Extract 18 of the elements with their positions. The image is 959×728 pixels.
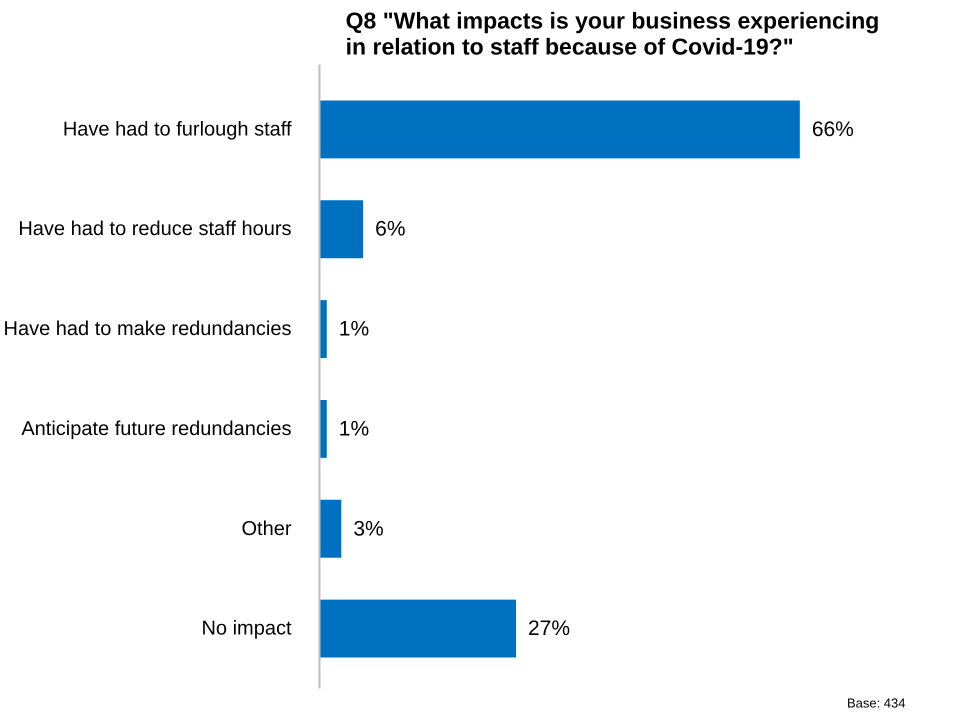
y-tick-label: Have had to reduce staff hours	[18, 218, 292, 240]
y-tick-label: No impact	[201, 618, 292, 640]
text: Base: 434	[846, 696, 906, 710]
bar	[320, 200, 364, 258]
data-label: 66%	[812, 118, 854, 141]
y-tick-label: Anticipate future redundancies	[21, 418, 292, 440]
bar	[320, 500, 342, 558]
data-label: 6%	[375, 218, 406, 241]
data-label: 1%	[338, 318, 370, 341]
y-tick-label: Have had to make redundancies	[4, 318, 292, 340]
bar	[320, 100, 800, 158]
data-label: 1%	[338, 417, 370, 440]
y-tick-label: Other	[241, 518, 292, 540]
bar	[320, 600, 516, 658]
y-tick-label: Have had to furlough staff	[62, 118, 292, 140]
chart-title: Q8 "What impacts is your business experiencing in relation to staff because of Covid-19?"	[346, 8, 880, 60]
data-label: 27%	[528, 617, 570, 640]
data-label: 3%	[353, 517, 384, 540]
